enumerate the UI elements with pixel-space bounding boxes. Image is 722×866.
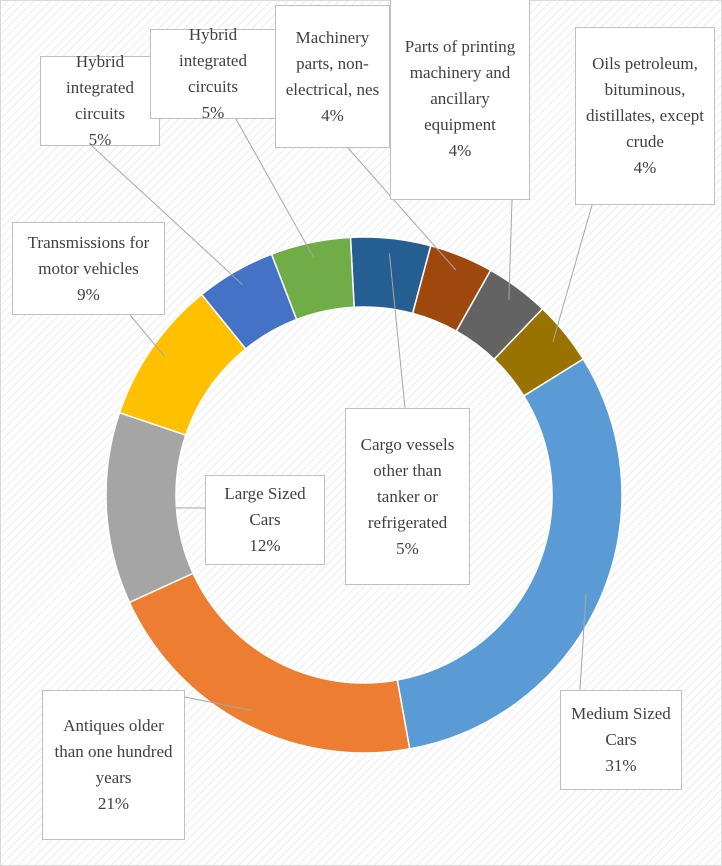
data-label: Parts of printing machinery and ancillar… [390,0,530,200]
data-label: Hybrid integrated circuits 5% [40,52,160,149]
value-label: 4% [448,141,472,160]
value-label: 5% [201,103,225,122]
leader-line [129,314,165,357]
leader-line [388,253,406,409]
leader-line [508,199,513,300]
leader-line [579,593,587,691]
data-label: Transmissions for motor vehicles 9% [12,222,165,315]
data-label: Hybrid integrated circuits 5% [150,25,276,122]
value-label: 5% [88,130,112,149]
data-label: Cargo vessels other than tanker or refri… [345,408,470,585]
category-label: Parts of printing machinery and ancillar… [404,37,516,134]
category-label: Oils petroleum, bituminous, distillates,… [585,54,705,151]
category-label: Cargo vessels other than tanker or refri… [360,434,455,532]
leader-line [235,118,314,258]
value-label: 9% [77,284,100,304]
value-label: 4% [321,105,344,125]
category-label: Transmissions for motor vehicles [27,232,150,278]
category-label: Hybrid integrated circuits [66,52,134,123]
category-label: Large Sized Cars [224,484,306,529]
category-label: Hybrid integrated circuits [179,25,247,96]
donut-slice [270,236,355,321]
value-label: 31% [605,756,637,775]
value-label: 4% [633,158,657,177]
leader-line [347,147,457,271]
category-label: Antiques older than one hundred years [54,716,173,787]
leader-line [91,145,243,285]
donut-slice [396,358,623,750]
category-label: Machinery parts, non-electrical, nes [285,27,380,99]
data-label: Antiques older than one hundred years 21% [42,690,185,840]
data-label: Large Sized Cars 12% [205,475,325,565]
value-label: 12% [249,536,281,555]
category-label: Medium Sized Cars [571,704,671,749]
value-label: 5% [396,538,419,558]
data-label: Medium Sized Cars 31% [560,690,682,790]
leader-line [552,204,593,343]
value-label: 21% [97,794,130,813]
data-label: Oils petroleum, bituminous, distillates,… [575,27,715,205]
data-label: Machinery parts, non-electrical, nes 4% [275,5,390,148]
